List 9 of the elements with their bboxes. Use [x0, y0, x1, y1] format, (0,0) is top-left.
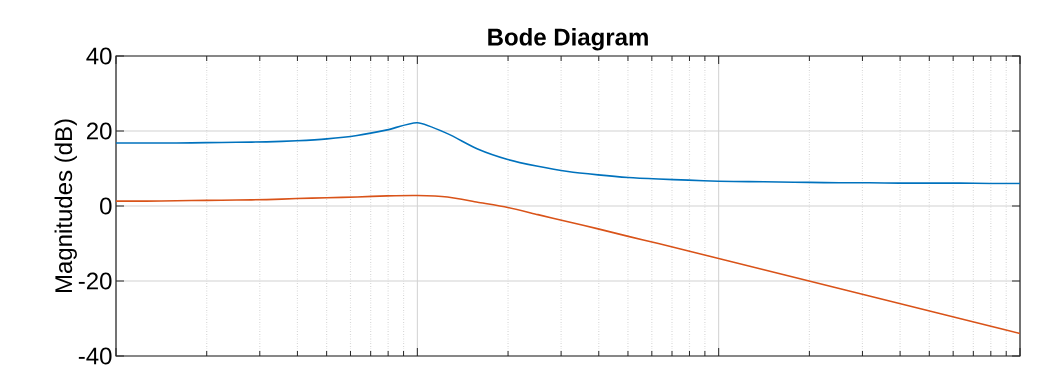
y-tick-label: 0	[100, 197, 112, 215]
y-tick-label: 40	[86, 47, 112, 65]
y-tick-label: 20	[86, 122, 112, 140]
y-tick-label: -40	[78, 347, 112, 365]
y-axis-title: Magnitudes (dB)	[54, 119, 77, 293]
line-series	[116, 121, 1021, 185]
line-series	[116, 194, 1021, 335]
chart-title: Bode Diagram	[488, 27, 648, 51]
y-tick-label: -20	[78, 272, 112, 290]
